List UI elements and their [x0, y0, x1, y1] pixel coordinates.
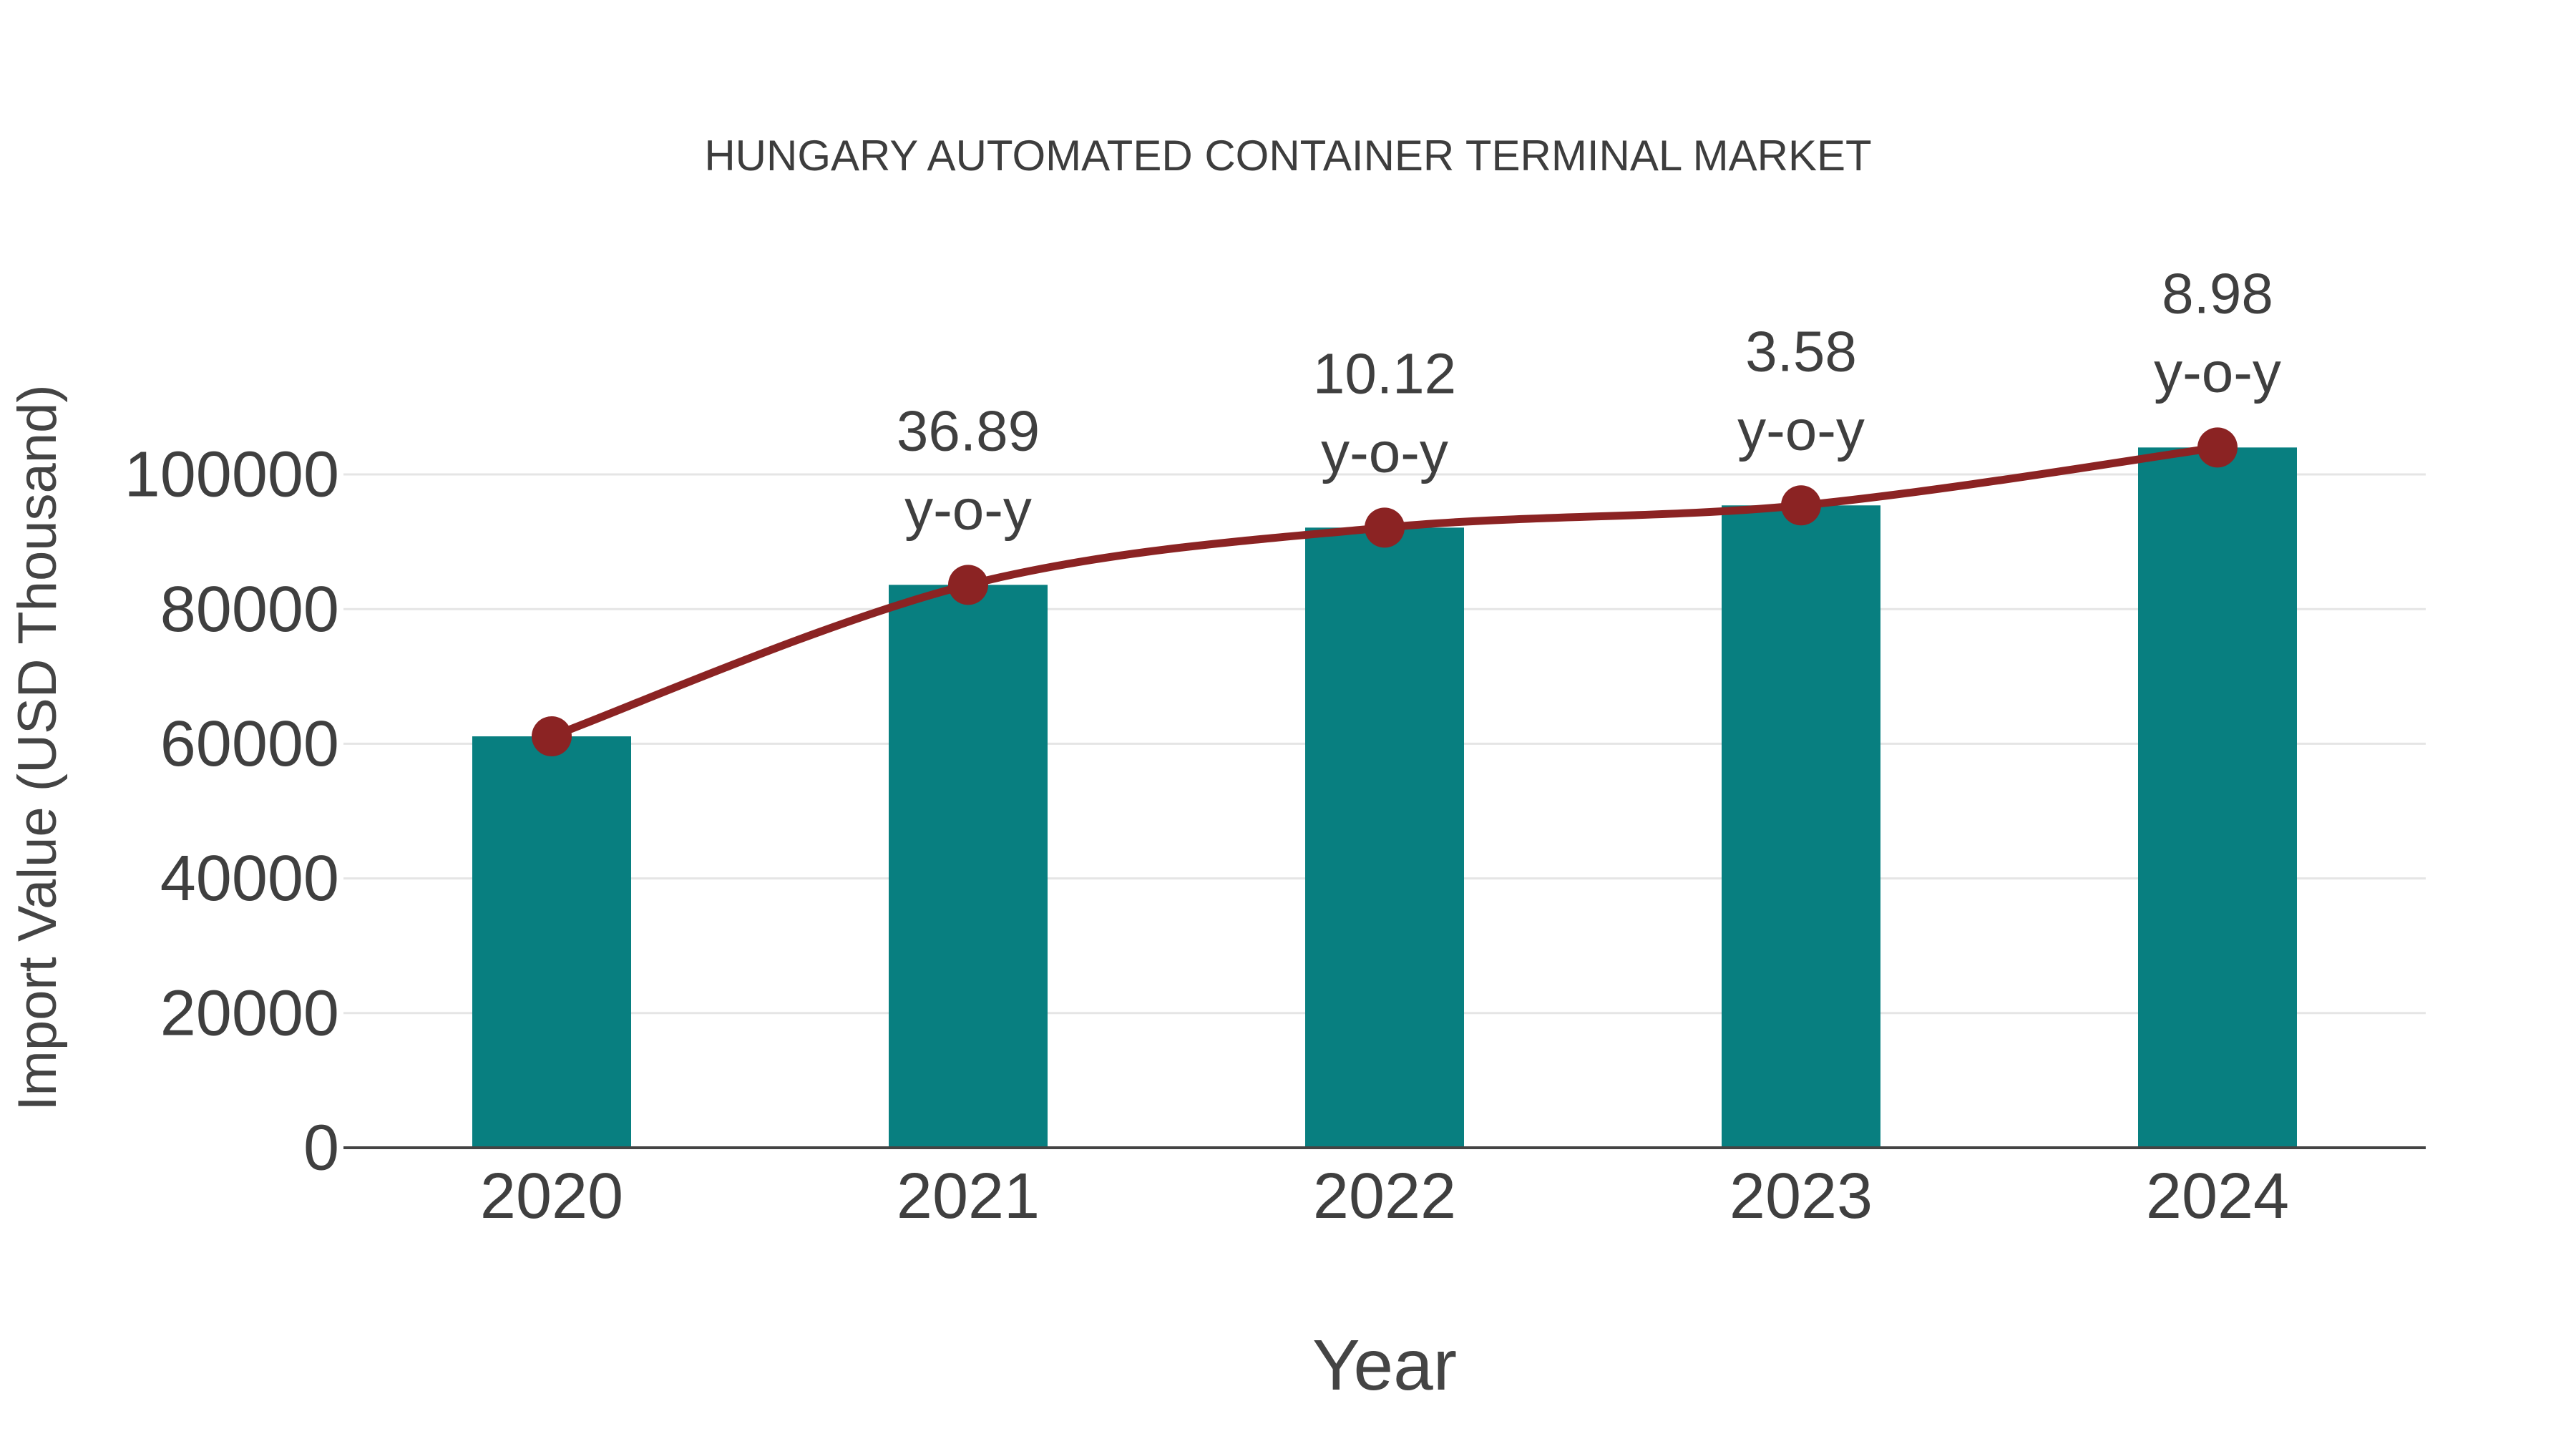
x-tick-label-2024: 2024 — [2146, 1161, 2289, 1232]
annotation-suffix-2024: y-o-y — [2154, 340, 2281, 404]
x-tick-label-2023: 2023 — [1729, 1161, 1873, 1232]
annotation-suffix-2021: y-o-y — [904, 477, 1032, 541]
annotation-value-2021: 36.89 — [897, 399, 1040, 462]
bars-layer — [472, 447, 2297, 1148]
bar-2023 — [1722, 505, 1880, 1148]
x-axis-title: Year — [1312, 1325, 1457, 1405]
bar-2021 — [889, 585, 1048, 1148]
x-tick-label-2020: 2020 — [480, 1161, 623, 1232]
trend-point-2020 — [532, 716, 572, 757]
trend-point-2024 — [2197, 427, 2238, 468]
annotation-suffix-2022: y-o-y — [1321, 420, 1448, 484]
tick-labels-layer: 0 20000 40000 60000 80000 100000 2020 2021 2022 2… — [125, 439, 2289, 1232]
annotation-value-2023: 3.58 — [1745, 319, 1857, 383]
y-tick-label-40000: 40000 — [160, 843, 339, 914]
y-axis-title: Import Value (USD Thousand) — [7, 384, 68, 1111]
trend-point-2023 — [1781, 485, 1821, 526]
y-tick-label-0: 0 — [303, 1113, 339, 1184]
trend-point-2021 — [948, 565, 988, 605]
annotations-layer: 36.89 y-o-y 10.12 y-o-y 3.58 y-o-y 8.98 y-o-y — [897, 261, 2281, 541]
trend-point-2022 — [1365, 507, 1405, 548]
x-tick-label-2022: 2022 — [1313, 1161, 1456, 1232]
x-tick-label-2021: 2021 — [897, 1161, 1040, 1232]
y-tick-label-80000: 80000 — [160, 574, 339, 645]
bar-2022 — [1305, 527, 1464, 1148]
y-tick-label-20000: 20000 — [160, 977, 339, 1049]
trend-line-layer — [532, 427, 2238, 757]
bar-2024 — [2138, 447, 2297, 1148]
annotation-suffix-2023: y-o-y — [1737, 398, 1865, 462]
chart-title: HUNGARY AUTOMATED CONTAINER TERMINAL MAR… — [704, 132, 1871, 180]
y-tick-label-60000: 60000 — [160, 708, 339, 780]
y-tick-label-100000: 100000 — [125, 439, 339, 511]
annotation-value-2024: 8.98 — [2162, 261, 2273, 325]
bar-2020 — [472, 736, 631, 1148]
annotation-value-2022: 10.12 — [1313, 341, 1456, 405]
